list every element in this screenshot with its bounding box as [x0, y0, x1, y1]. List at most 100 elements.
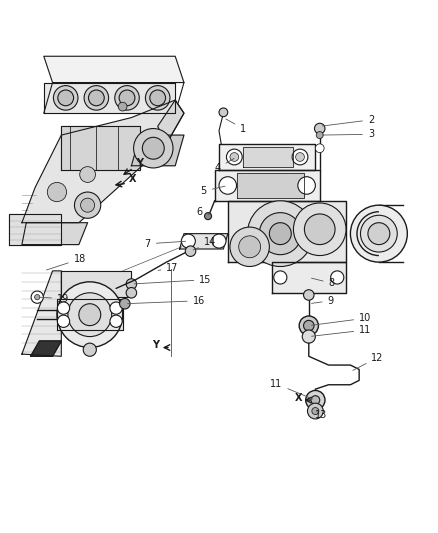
- Circle shape: [53, 86, 78, 110]
- Polygon shape: [180, 233, 228, 249]
- Circle shape: [35, 295, 40, 300]
- Text: 12: 12: [353, 353, 384, 370]
- Circle shape: [259, 213, 301, 255]
- Text: 15: 15: [134, 274, 212, 285]
- Circle shape: [230, 152, 239, 161]
- Circle shape: [74, 192, 101, 219]
- Circle shape: [205, 213, 212, 220]
- Polygon shape: [44, 56, 184, 83]
- Circle shape: [110, 315, 122, 327]
- Circle shape: [58, 90, 74, 106]
- Circle shape: [302, 330, 315, 343]
- Polygon shape: [22, 223, 88, 245]
- Circle shape: [185, 246, 196, 256]
- Circle shape: [120, 298, 130, 309]
- Polygon shape: [31, 341, 61, 356]
- Circle shape: [79, 304, 101, 326]
- Polygon shape: [237, 173, 304, 198]
- Circle shape: [84, 86, 109, 110]
- Circle shape: [47, 182, 67, 201]
- Circle shape: [239, 236, 261, 258]
- Polygon shape: [57, 300, 123, 330]
- Circle shape: [304, 290, 314, 300]
- Circle shape: [126, 279, 137, 289]
- Text: 4: 4: [215, 158, 234, 173]
- Circle shape: [350, 205, 407, 262]
- Text: 16: 16: [127, 296, 205, 306]
- Circle shape: [247, 201, 313, 266]
- Circle shape: [110, 302, 122, 314]
- Text: 10: 10: [311, 313, 371, 325]
- Polygon shape: [228, 201, 346, 262]
- Circle shape: [142, 138, 164, 159]
- Circle shape: [314, 123, 325, 134]
- Text: 1: 1: [226, 119, 246, 134]
- Polygon shape: [219, 144, 315, 170]
- Text: 8: 8: [311, 278, 335, 288]
- Circle shape: [316, 132, 323, 139]
- Text: 3: 3: [322, 130, 374, 139]
- Polygon shape: [61, 126, 140, 170]
- Circle shape: [115, 86, 139, 110]
- Text: 11: 11: [270, 379, 313, 399]
- Circle shape: [315, 144, 324, 152]
- Circle shape: [68, 293, 112, 336]
- Text: 9: 9: [311, 296, 334, 306]
- Text: 2: 2: [322, 115, 374, 126]
- Circle shape: [31, 291, 43, 303]
- Text: 7: 7: [145, 239, 186, 249]
- Circle shape: [296, 152, 304, 161]
- Circle shape: [304, 214, 335, 245]
- Circle shape: [57, 302, 70, 314]
- Text: 11: 11: [311, 325, 371, 336]
- Polygon shape: [22, 271, 61, 356]
- Circle shape: [212, 234, 226, 248]
- Circle shape: [304, 320, 314, 331]
- Circle shape: [118, 102, 127, 111]
- Text: 5: 5: [201, 186, 225, 196]
- Circle shape: [312, 408, 319, 415]
- Circle shape: [219, 108, 228, 117]
- Text: 18: 18: [46, 254, 86, 270]
- Circle shape: [274, 271, 287, 284]
- Polygon shape: [131, 135, 184, 166]
- Circle shape: [293, 203, 346, 255]
- Circle shape: [269, 223, 291, 245]
- Text: 17: 17: [158, 263, 179, 273]
- Circle shape: [298, 177, 315, 194]
- Circle shape: [181, 234, 195, 248]
- Polygon shape: [215, 170, 320, 201]
- Circle shape: [230, 227, 269, 266]
- Text: Y: Y: [136, 158, 143, 168]
- Text: 19: 19: [40, 294, 69, 303]
- Circle shape: [80, 167, 95, 182]
- Circle shape: [81, 198, 95, 212]
- Circle shape: [226, 149, 242, 165]
- Text: 14: 14: [193, 238, 216, 250]
- Circle shape: [360, 215, 397, 252]
- Circle shape: [311, 395, 320, 405]
- Circle shape: [88, 90, 104, 106]
- Polygon shape: [272, 262, 346, 293]
- Circle shape: [145, 86, 170, 110]
- Text: 6: 6: [196, 207, 209, 217]
- Circle shape: [83, 343, 96, 356]
- Circle shape: [126, 287, 137, 298]
- Circle shape: [119, 90, 135, 106]
- Circle shape: [306, 391, 325, 410]
- Text: 13: 13: [315, 409, 328, 419]
- Polygon shape: [9, 214, 61, 245]
- Circle shape: [368, 223, 390, 245]
- Text: X: X: [128, 174, 136, 184]
- Circle shape: [292, 149, 308, 165]
- Circle shape: [307, 403, 323, 419]
- Circle shape: [331, 271, 344, 284]
- Polygon shape: [61, 271, 131, 297]
- Polygon shape: [243, 147, 293, 167]
- Circle shape: [134, 128, 173, 168]
- Circle shape: [219, 177, 237, 194]
- Text: Y: Y: [152, 341, 159, 350]
- Polygon shape: [44, 83, 175, 113]
- Circle shape: [57, 282, 123, 348]
- Polygon shape: [22, 100, 184, 223]
